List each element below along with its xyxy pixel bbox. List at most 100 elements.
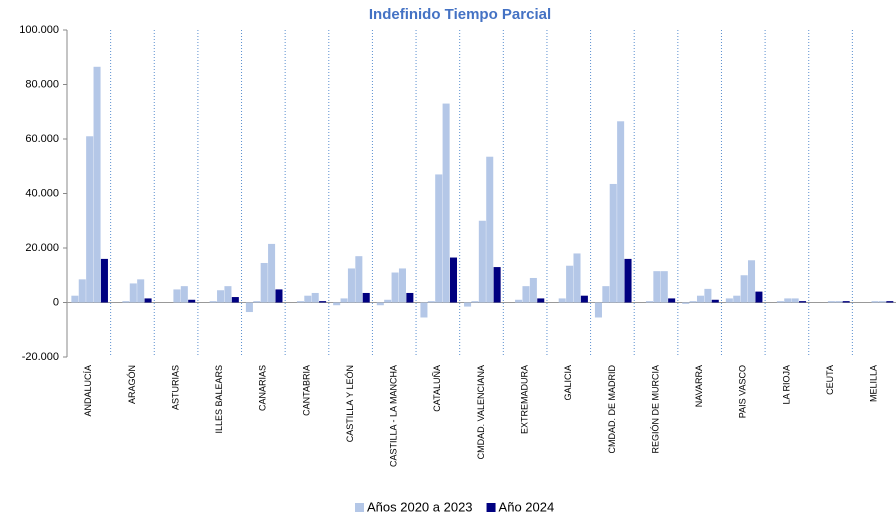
- bar: [471, 301, 479, 303]
- bar: [398, 268, 406, 303]
- bar: [784, 298, 792, 303]
- bar: [660, 271, 668, 303]
- bar: [478, 220, 486, 303]
- bar: [755, 291, 763, 303]
- bar: [689, 301, 697, 303]
- bar: [245, 302, 253, 313]
- bar: [515, 299, 523, 303]
- bar: [668, 298, 676, 303]
- bar: [304, 295, 312, 303]
- x-tick-label: GALICIA: [563, 365, 573, 401]
- bar: [129, 283, 137, 303]
- bar: [180, 286, 188, 303]
- bar: [464, 302, 472, 307]
- bar: [740, 275, 748, 303]
- x-tick-label: LA RIOJA: [781, 365, 791, 405]
- x-tick-label: CASTILLA - LA MANCHA: [389, 365, 399, 467]
- bar: [311, 292, 319, 303]
- bar: [144, 298, 152, 303]
- x-tick-label: NAVARRA: [694, 365, 704, 407]
- bar: [725, 298, 733, 303]
- x-tick-label: ASTURIAS: [170, 365, 180, 410]
- bar: [493, 267, 501, 303]
- x-tick-label: CANARIAS: [258, 365, 268, 411]
- legend-swatch: [486, 503, 496, 512]
- bar: [573, 253, 581, 303]
- bar: [682, 302, 690, 304]
- bar: [260, 262, 268, 303]
- bar: [558, 298, 566, 303]
- bar: [522, 286, 530, 303]
- legend-label: Años 2020 a 2023: [367, 499, 473, 514]
- legend-swatch: [355, 503, 364, 512]
- bar: [253, 301, 261, 303]
- x-tick-label: CATALUÑA: [432, 365, 442, 412]
- bar: [529, 277, 537, 303]
- y-tick-label: 80.000: [25, 78, 59, 90]
- bar: [617, 121, 625, 303]
- bar: [594, 302, 602, 318]
- x-tick-label: ILLES BALEARS: [214, 365, 224, 434]
- chart-title: Indefinido Tiempo Parcial: [369, 6, 551, 23]
- bar: [333, 302, 341, 306]
- bar: [449, 257, 458, 303]
- y-tick-label: 100.000: [19, 24, 59, 36]
- bar: [224, 286, 232, 303]
- bar: [384, 299, 392, 303]
- bar: [71, 295, 79, 303]
- x-tick-label: REGIÓN DE MURCIA: [650, 365, 660, 454]
- bar: [86, 136, 94, 303]
- bar: [217, 290, 225, 303]
- bar: [886, 301, 894, 303]
- bar: [609, 183, 617, 303]
- bar: [319, 301, 327, 303]
- bar: [711, 299, 719, 303]
- y-tick-label: 20.000: [25, 242, 59, 254]
- bar: [733, 295, 741, 303]
- bar: [835, 301, 843, 303]
- bar: [268, 243, 276, 303]
- y-tick-label: -20.000: [22, 351, 59, 363]
- x-tick-label: ANDALUCÍA: [83, 365, 93, 417]
- x-tick-label: CASTILLA Y LEÓN: [345, 365, 355, 442]
- bar: [362, 292, 370, 303]
- bar: [406, 292, 414, 303]
- bar: [645, 301, 654, 303]
- bar: [427, 301, 435, 303]
- x-tick-label: CMDAD. DE MADRID: [607, 365, 617, 454]
- bar: [602, 286, 610, 303]
- bar: [566, 265, 574, 303]
- bar: [420, 302, 428, 318]
- bar: [376, 302, 384, 306]
- bar: [340, 298, 348, 303]
- bar: [296, 301, 304, 303]
- bar: [442, 103, 450, 303]
- bar: [391, 272, 399, 303]
- bar: [791, 298, 799, 303]
- bar: [799, 301, 807, 303]
- bar: [347, 268, 355, 303]
- bar: [653, 271, 661, 303]
- bar: [696, 295, 705, 303]
- bar: [137, 279, 145, 303]
- bar: [537, 298, 545, 303]
- bar: [122, 301, 130, 303]
- bar: [173, 289, 181, 303]
- x-tick-label: ARAGÓN: [127, 365, 137, 404]
- bar: [878, 301, 886, 303]
- x-tick-label: EXTREMADURA: [520, 365, 530, 434]
- x-tick-label: MELILLA: [869, 365, 879, 402]
- bar: [776, 301, 784, 303]
- bar: [624, 258, 632, 303]
- bar: [78, 279, 86, 303]
- bar: [748, 260, 756, 303]
- bar: [355, 256, 363, 303]
- y-tick-label: 40.000: [25, 187, 59, 199]
- bar: [93, 66, 101, 303]
- x-tick-label: PAIS VASCO: [738, 365, 748, 418]
- x-tick-label: CMDAD. VALENCIANA: [476, 365, 486, 459]
- x-tick-label: CEUTA: [825, 365, 835, 395]
- bar: [827, 301, 835, 303]
- bar: [704, 288, 712, 303]
